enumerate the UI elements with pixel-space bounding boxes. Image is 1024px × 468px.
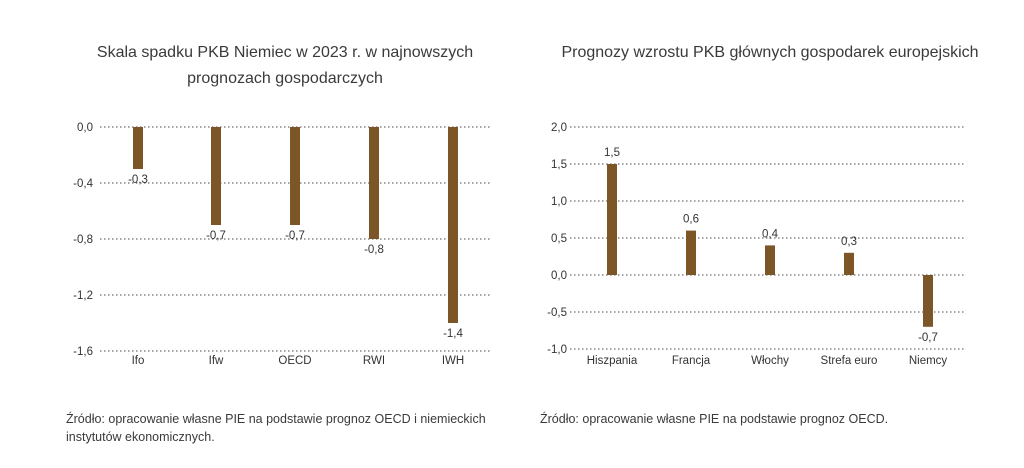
chart-right-plot: 2,0 1,5 1,0 0,5 0,0 -0,5 -1,0 1,5 Hiszpania 0,6 Fr… bbox=[547, 122, 965, 367]
y-tick-label: 1,0 bbox=[551, 196, 567, 208]
bar-oecd bbox=[290, 127, 300, 225]
category-label: Francja bbox=[672, 355, 711, 367]
y-tick-label: 2,0 bbox=[551, 122, 567, 134]
category-label: Strefa euro bbox=[821, 355, 878, 367]
y-tick-label: 0,0 bbox=[551, 270, 567, 282]
y-tick-label: 1,5 bbox=[551, 159, 567, 171]
bar-hiszpania bbox=[607, 164, 617, 275]
chart-right-title: Prognozy wzrostu PKB głównych gospodarek… bbox=[561, 44, 979, 61]
chart-left-source: Źródło: opracowanie własne PIE na podsta… bbox=[66, 412, 486, 444]
y-tick-label: -0,5 bbox=[547, 307, 567, 319]
chart-left-plot: 0,0 -0,4 -0,8 -1,2 -1,6 -0,3 Ifo -0,7 Ifw -0,7 OEC… bbox=[73, 122, 492, 367]
bar-iwh bbox=[448, 127, 458, 323]
chart-right-source: Źródło: opracowanie własne PIE na podsta… bbox=[540, 412, 889, 426]
data-label: -0,8 bbox=[364, 244, 384, 256]
data-label: -0,7 bbox=[918, 332, 938, 344]
y-tick-label: -0,8 bbox=[73, 234, 93, 246]
bar-francja bbox=[686, 230, 696, 275]
y-tick-label: 0,5 bbox=[551, 233, 567, 245]
data-label: 0,6 bbox=[683, 214, 699, 226]
y-tick-label: -1,6 bbox=[73, 346, 93, 358]
y-tick-label: 0,0 bbox=[77, 122, 93, 134]
bar-niemcy bbox=[923, 275, 933, 327]
chart-left-title: Skala spadku PKB Niemiec w 2023 r. w naj… bbox=[96, 44, 474, 87]
chart-left: 0,0 -0,4 -0,8 -1,2 -1,6 -0,3 Ifo -0,7 Ifw -0,7 OEC… bbox=[66, 44, 492, 444]
data-label: -0,7 bbox=[206, 230, 226, 242]
data-label: 0,3 bbox=[841, 236, 857, 248]
category-label: OECD bbox=[278, 355, 311, 367]
bar-włochy bbox=[765, 245, 775, 275]
category-label: Ifw bbox=[209, 355, 224, 367]
y-tick-label: -1,0 bbox=[547, 344, 567, 356]
category-label: RWI bbox=[363, 355, 385, 367]
bar-ifo bbox=[133, 127, 143, 169]
chart-right: 2,0 1,5 1,0 0,5 0,0 -0,5 -1,0 1,5 Hiszpania 0,6 Fr… bbox=[520, 0, 1024, 468]
category-label: Niemcy bbox=[909, 355, 948, 367]
data-label: 1,5 bbox=[604, 147, 620, 159]
bar-rwi bbox=[369, 127, 379, 239]
bar-strefa-euro bbox=[844, 252, 854, 275]
bar-ifw bbox=[211, 127, 221, 225]
category-label: Hiszpania bbox=[587, 355, 638, 367]
category-label: IWH bbox=[442, 355, 464, 367]
data-label: -0,3 bbox=[128, 174, 148, 186]
data-label: 0,4 bbox=[762, 228, 779, 240]
y-tick-label: -1,2 bbox=[73, 290, 93, 302]
data-label: -1,4 bbox=[443, 328, 463, 340]
data-label: -0,7 bbox=[285, 230, 305, 242]
category-label: Ifo bbox=[132, 355, 145, 367]
category-label: Włochy bbox=[751, 355, 789, 367]
y-tick-label: -0,4 bbox=[73, 178, 93, 190]
